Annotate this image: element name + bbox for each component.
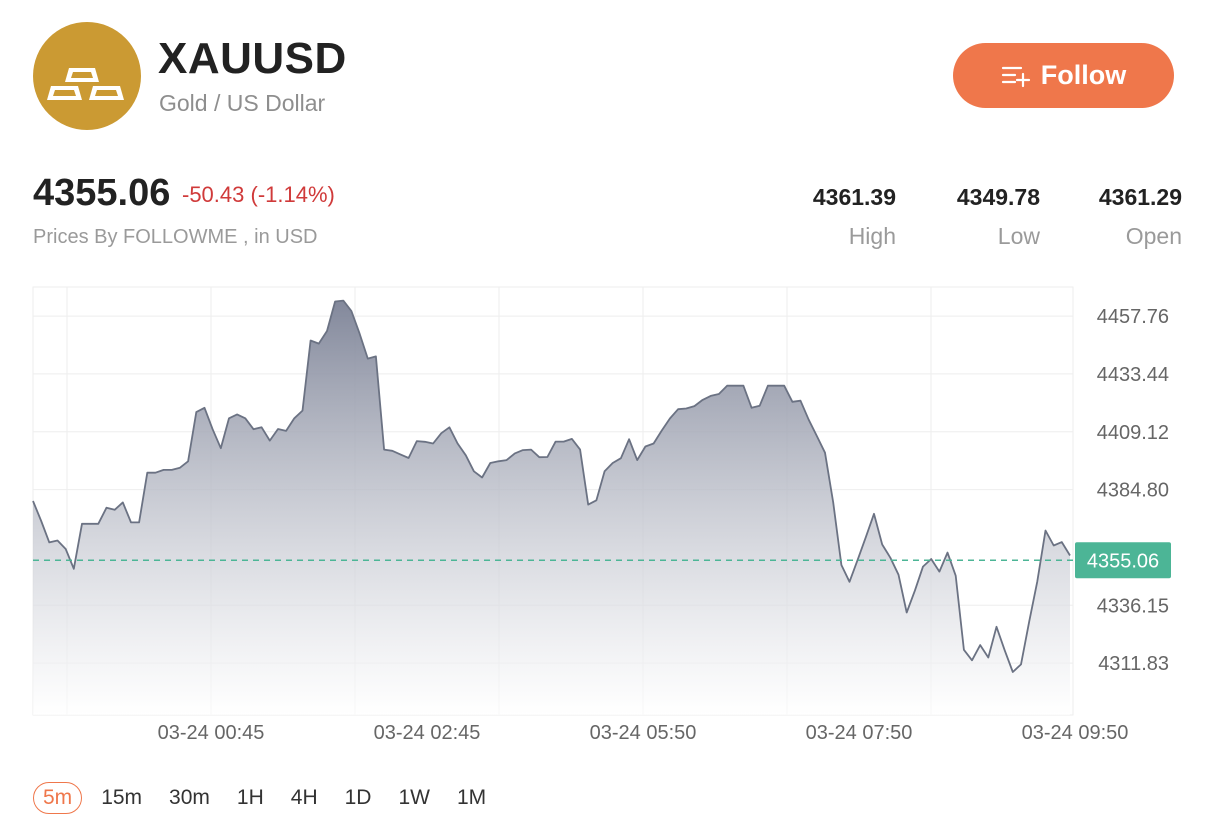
stat-open: 4361.29 Open <box>1099 184 1182 250</box>
timeframe-30m[interactable]: 30m <box>169 786 210 809</box>
x-tick-label: 03-24 09:50 <box>1022 722 1129 744</box>
instrument-name: Gold / US Dollar <box>159 90 326 116</box>
stat-high: 4361.39 High <box>813 184 896 250</box>
timeframe-4h[interactable]: 4H <box>290 786 318 809</box>
stat-high-label: High <box>848 223 896 249</box>
x-tick-label: 03-24 07:50 <box>806 722 913 744</box>
timeframe-selector: 5m 15m 30m 1H 4H 1D 1W 1M <box>33 782 513 814</box>
price-line <box>32 299 1071 673</box>
stat-low-label: Low <box>997 223 1040 249</box>
instrument-symbol: XAUUSD <box>158 34 347 83</box>
stat-low: 4349.78 Low <box>957 184 1040 250</box>
current-price: 4355.06 <box>33 172 171 214</box>
y-tick-label: 4311.83 <box>1098 653 1169 675</box>
price-change: -50.43 (-1.14%) <box>182 182 335 207</box>
x-tick-label: 03-24 05:50 <box>590 722 697 744</box>
y-tick-label: 4457.76 <box>1097 306 1169 328</box>
timeframe-1m[interactable]: 1M <box>456 786 487 809</box>
y-tick-label: 4336.15 <box>1097 595 1169 617</box>
y-tick-label: 4384.80 <box>1097 480 1169 502</box>
price-area <box>33 300 1070 715</box>
price-chart[interactable]: 4457.76 4433.44 4409.12 4384.80 4336.15 4311.… <box>0 280 1214 760</box>
stat-high-value: 4361.39 <box>812 184 896 210</box>
timeframe-15m[interactable]: 15m <box>101 786 143 809</box>
y-tick-label: 4409.12 <box>1097 422 1169 444</box>
y-tick-label: 4433.44 <box>1097 364 1169 386</box>
x-tick-label: 03-24 02:45 <box>374 722 481 744</box>
timeframe-1w[interactable]: 1W <box>398 786 430 809</box>
timeframe-1h[interactable]: 1H <box>236 786 264 809</box>
current-price-tag-label: 4355.06 <box>1087 550 1159 572</box>
timeframe-5m[interactable]: 5m <box>33 782 83 814</box>
gold-bars-icon <box>33 22 141 130</box>
stat-open-label: Open <box>1125 223 1182 249</box>
stat-open-value: 4361.29 <box>1098 184 1182 210</box>
add-to-list-icon <box>1001 66 1030 87</box>
follow-label: Follow <box>1040 60 1127 90</box>
timeframe-1d[interactable]: 1D <box>344 786 372 809</box>
follow-button[interactable]: Follow <box>953 43 1174 108</box>
stat-low-value: 4349.78 <box>956 184 1040 210</box>
price-source: Prices By FOLLOWME , in USD <box>33 226 318 248</box>
current-price-tag <box>1075 542 1171 579</box>
x-tick-label: 03-24 00:45 <box>158 722 265 744</box>
